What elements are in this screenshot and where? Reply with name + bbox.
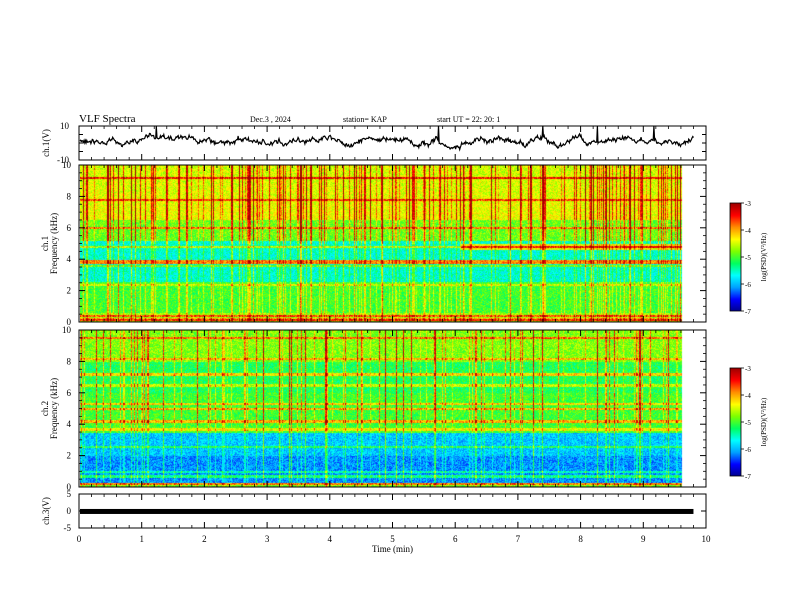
figure-title: VLF Spectra xyxy=(79,113,136,125)
ylabel-frequency: Frequency (kHz) xyxy=(49,213,59,274)
ylabel-channel: ch.2 xyxy=(40,401,50,416)
colorbar-label: log(PSD)(V²/Hz) xyxy=(760,232,768,281)
y-tick-label: 4 xyxy=(67,254,72,264)
colorbar-tick-label: -3 xyxy=(745,200,751,208)
y-tick-label: 4 xyxy=(67,419,72,429)
y-tick-label: 8 xyxy=(67,356,72,366)
colorbar-tick-label: -6 xyxy=(745,281,751,289)
y-tick-label: 0 xyxy=(67,317,72,327)
y-tick-label: 8 xyxy=(67,191,72,201)
y-tick-label: 2 xyxy=(67,286,72,296)
x-tick-label: 10 xyxy=(702,534,712,544)
x-tick-label: 2 xyxy=(202,534,207,544)
x-tick-label: 5 xyxy=(390,534,395,544)
date-label: Dec.3 , 2024 xyxy=(250,115,291,124)
spectrogram-ylabel: ch.2Frequency (kHz) xyxy=(40,378,59,439)
colorbar-label: log(PSD)(V²/Hz) xyxy=(760,397,768,446)
y-tick-label: 10 xyxy=(62,160,72,170)
station-label: station= KAP xyxy=(343,115,387,124)
ch1-trace xyxy=(79,125,695,152)
colorbar-tick-label: -5 xyxy=(745,419,751,427)
ch2-colorbar-image xyxy=(730,368,741,476)
x-tick-label: 4 xyxy=(328,534,333,544)
spectrogram-ylabel: ch.1Frequency (kHz) xyxy=(40,213,59,274)
y-tick-label: 6 xyxy=(67,223,72,233)
y-tick-label: 6 xyxy=(67,388,72,398)
colorbar-tick-label: -5 xyxy=(745,254,751,262)
y-tick-label: 5 xyxy=(67,489,72,499)
ch1-ylabel: ch.1(V) xyxy=(41,129,51,157)
colorbar-tick-label: -7 xyxy=(745,473,751,481)
y-tick-label: 0 xyxy=(67,482,72,492)
x-tick-label: 0 xyxy=(77,534,82,544)
y-tick-label: 10 xyxy=(62,325,72,335)
panel-frame-3 xyxy=(78,329,707,488)
colorbar-frame xyxy=(729,202,742,312)
start-time-label: start UT = 22: 20: 1 xyxy=(437,115,501,124)
y-tick-label: 2 xyxy=(67,451,72,461)
x-tick-label: 6 xyxy=(453,534,458,544)
x-tick-label: 3 xyxy=(265,534,270,544)
x-tick-label: 1 xyxy=(139,534,144,544)
x-tick-label: 8 xyxy=(578,534,583,544)
x-tick-label: 9 xyxy=(641,534,646,544)
colorbar-tick-label: -4 xyxy=(745,392,751,400)
ylabel-frequency: Frequency (kHz) xyxy=(49,378,59,439)
y-tick-label: -5 xyxy=(64,523,72,533)
x-tick-label: 7 xyxy=(516,534,521,544)
ylabel-channel: ch.1 xyxy=(40,236,50,251)
y-tick-label: 10 xyxy=(60,121,70,131)
colorbar-tick-label: -4 xyxy=(745,227,751,235)
colorbar-frame xyxy=(729,367,742,477)
colorbar-tick-label: -6 xyxy=(745,446,751,454)
ch3-ylabel: ch.3(V) xyxy=(41,497,51,525)
colorbar-tick-label: -3 xyxy=(745,365,751,373)
y-tick-label: 0 xyxy=(67,506,72,516)
colorbar-tick-label: -7 xyxy=(745,308,751,316)
panel-frame-2 xyxy=(78,164,707,323)
ch1-colorbar-image xyxy=(730,203,741,311)
ch1-spectrogram-image xyxy=(80,165,694,322)
ch3-trace xyxy=(80,508,694,514)
ch2-spectrogram-image xyxy=(80,330,694,487)
x-axis-label: Time (min) xyxy=(372,544,413,554)
y-tick-label: -10 xyxy=(57,155,69,165)
